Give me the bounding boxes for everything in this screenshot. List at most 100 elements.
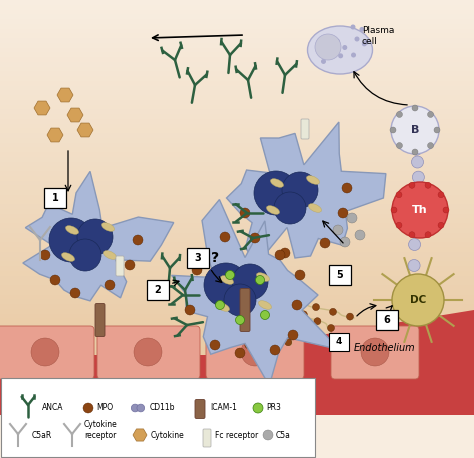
Circle shape: [396, 222, 402, 228]
Circle shape: [279, 329, 286, 336]
Bar: [0, 209, 474, 214]
Circle shape: [69, 239, 101, 271]
Bar: [0, 366, 474, 371]
Bar: [0, 318, 474, 323]
Bar: [0, 233, 474, 238]
Circle shape: [259, 290, 266, 298]
Bar: [0, 24, 474, 28]
Circle shape: [413, 188, 425, 200]
Circle shape: [257, 291, 264, 298]
Circle shape: [428, 111, 434, 117]
Polygon shape: [23, 171, 174, 301]
Circle shape: [287, 304, 294, 311]
Text: ?: ?: [211, 251, 219, 265]
Circle shape: [282, 172, 318, 208]
Text: DC: DC: [410, 295, 426, 305]
Circle shape: [320, 238, 330, 248]
Text: Endothelium: Endothelium: [354, 343, 416, 353]
FancyBboxPatch shape: [329, 333, 349, 351]
Text: 4: 4: [336, 338, 342, 347]
Circle shape: [408, 260, 420, 272]
Text: PR3: PR3: [266, 403, 281, 413]
Circle shape: [409, 239, 420, 251]
Circle shape: [338, 208, 348, 218]
Circle shape: [292, 300, 302, 310]
Circle shape: [409, 182, 415, 188]
Text: 2: 2: [155, 285, 161, 295]
FancyBboxPatch shape: [206, 326, 304, 379]
Circle shape: [295, 270, 305, 280]
Circle shape: [443, 207, 449, 213]
Circle shape: [428, 142, 434, 148]
Circle shape: [411, 156, 423, 168]
Circle shape: [261, 301, 268, 308]
Circle shape: [247, 322, 254, 329]
FancyBboxPatch shape: [97, 326, 200, 379]
Circle shape: [133, 235, 143, 245]
Polygon shape: [77, 123, 93, 137]
Circle shape: [137, 404, 145, 412]
Circle shape: [329, 37, 335, 42]
Circle shape: [268, 300, 275, 306]
Circle shape: [340, 237, 350, 247]
Bar: [0, 223, 474, 228]
Bar: [0, 66, 474, 71]
Circle shape: [333, 44, 337, 49]
Text: 6: 6: [383, 315, 391, 325]
Bar: [0, 124, 474, 128]
Bar: [0, 313, 474, 318]
Bar: [0, 266, 474, 271]
Circle shape: [134, 338, 162, 366]
Circle shape: [412, 171, 424, 183]
Circle shape: [230, 329, 237, 336]
Circle shape: [410, 280, 422, 293]
Circle shape: [261, 311, 270, 320]
Circle shape: [438, 222, 444, 228]
FancyBboxPatch shape: [203, 429, 211, 447]
Circle shape: [246, 332, 253, 339]
Circle shape: [392, 274, 444, 326]
Text: 5: 5: [337, 270, 343, 280]
Bar: [0, 176, 474, 180]
Bar: [0, 86, 474, 90]
Ellipse shape: [309, 204, 321, 213]
Bar: [0, 309, 474, 313]
Bar: [0, 52, 474, 57]
Ellipse shape: [271, 179, 283, 187]
Circle shape: [438, 192, 444, 198]
Circle shape: [236, 316, 245, 325]
Bar: [0, 114, 474, 119]
FancyBboxPatch shape: [376, 310, 398, 330]
Circle shape: [412, 149, 418, 155]
Circle shape: [210, 340, 220, 350]
Bar: [0, 218, 474, 223]
Polygon shape: [34, 101, 50, 115]
Circle shape: [279, 294, 285, 301]
Circle shape: [335, 39, 340, 44]
Circle shape: [295, 299, 302, 306]
Circle shape: [226, 339, 233, 346]
Bar: [0, 95, 474, 100]
Circle shape: [364, 40, 369, 45]
Bar: [0, 128, 474, 133]
Bar: [0, 347, 474, 351]
Circle shape: [391, 207, 397, 213]
Circle shape: [412, 105, 418, 111]
Text: Fc receptor: Fc receptor: [215, 431, 258, 440]
FancyBboxPatch shape: [301, 119, 309, 139]
Circle shape: [240, 208, 250, 218]
Circle shape: [298, 324, 305, 331]
Text: Cytokine
receptor: Cytokine receptor: [84, 420, 118, 440]
Bar: [0, 133, 474, 138]
Bar: [0, 342, 474, 347]
Bar: [0, 185, 474, 190]
Bar: [0, 214, 474, 218]
Text: Th: Th: [412, 205, 428, 215]
Circle shape: [425, 182, 431, 188]
Circle shape: [396, 142, 402, 148]
Bar: [0, 280, 474, 285]
Bar: [0, 242, 474, 247]
Ellipse shape: [258, 300, 272, 309]
Bar: [0, 162, 474, 166]
FancyBboxPatch shape: [331, 326, 419, 379]
